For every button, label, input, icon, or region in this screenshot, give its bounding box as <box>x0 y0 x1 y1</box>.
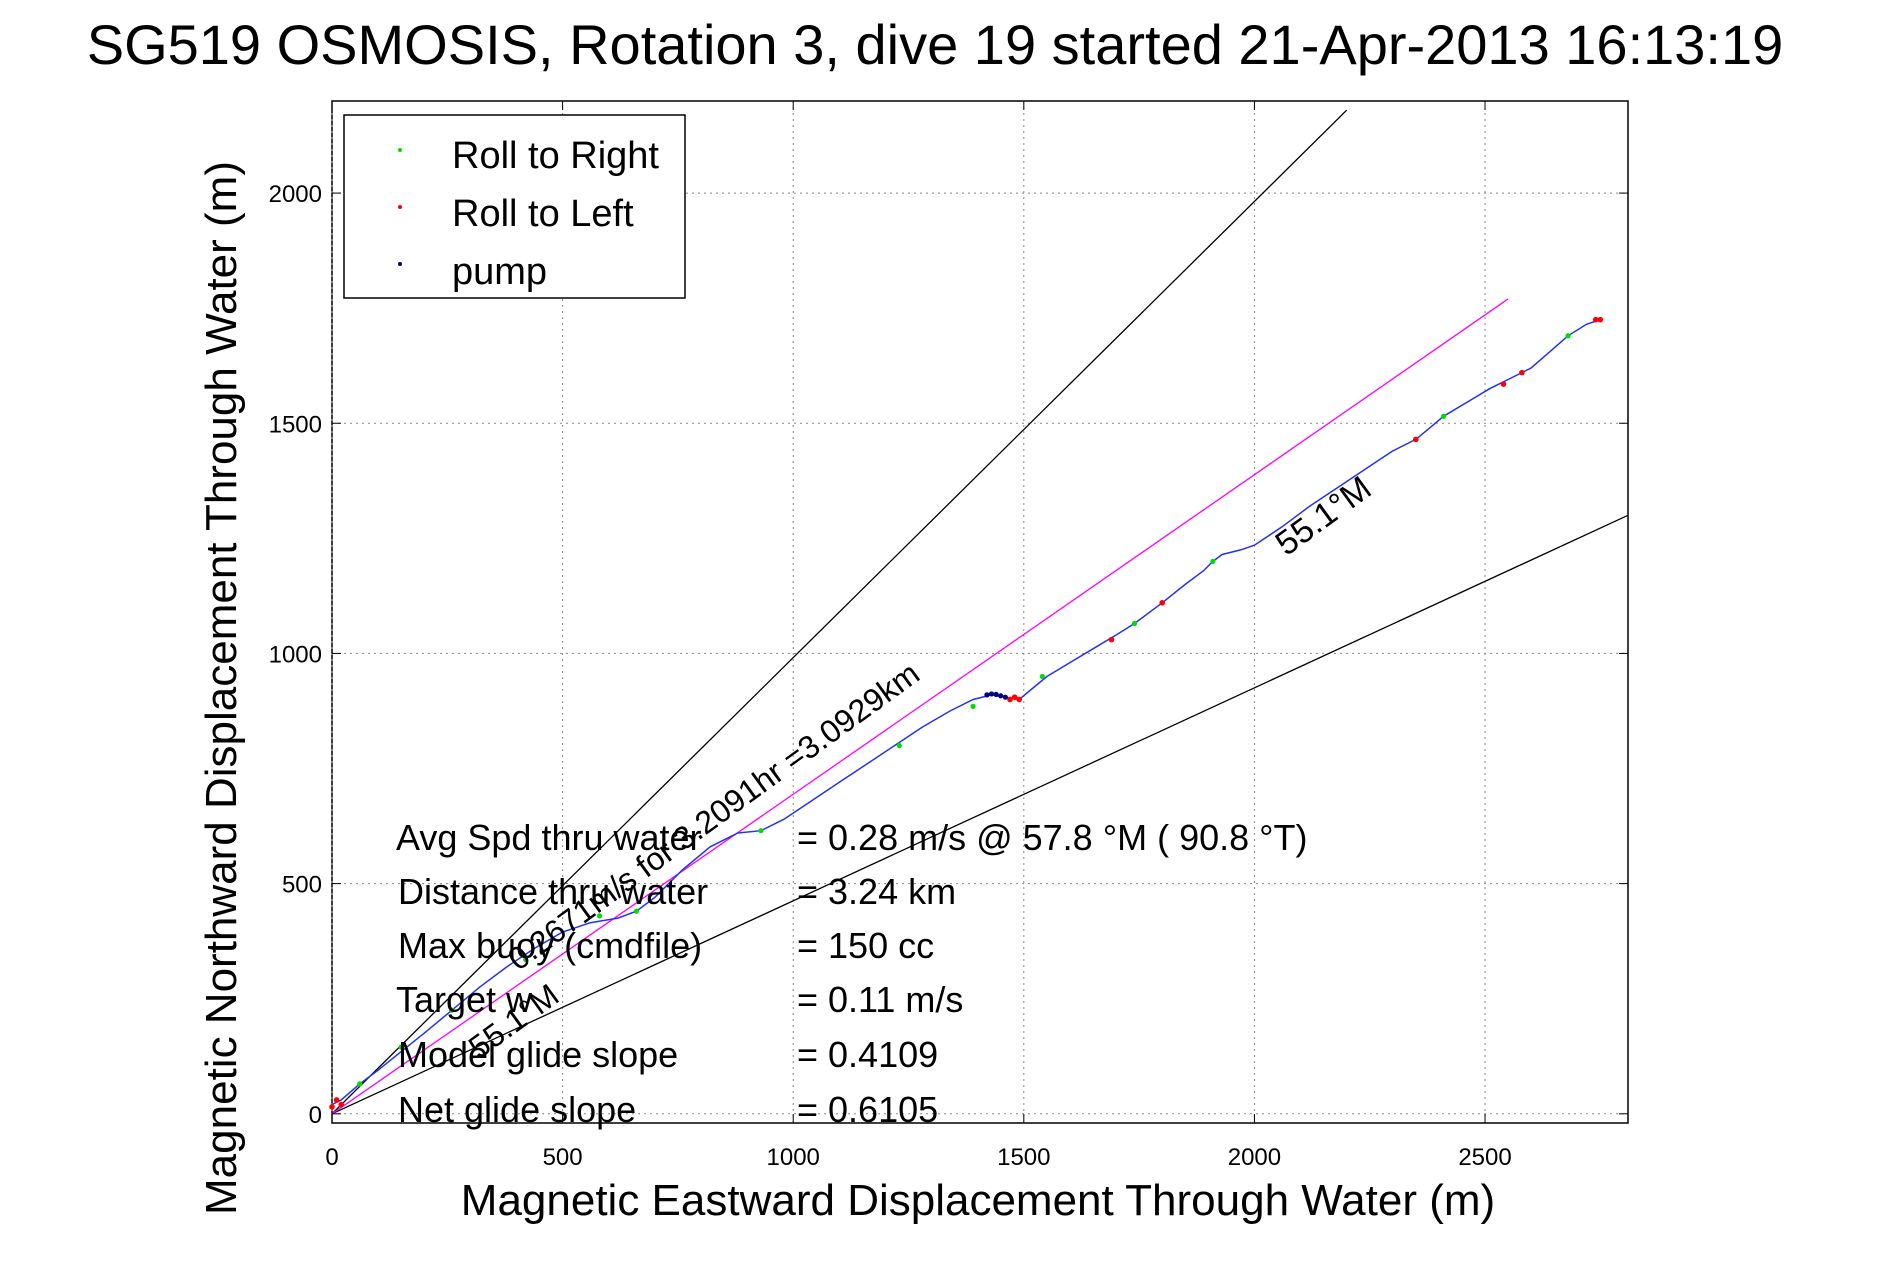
x-tick-label: 500 <box>543 1144 583 1171</box>
markers-group <box>329 316 1604 1110</box>
stat-label: Target w <box>396 979 533 1020</box>
y-axis-label: Magnetic Northward Displacement Through … <box>197 161 246 1215</box>
roll-right-point <box>398 1044 404 1050</box>
legend-marker-pump <box>398 262 402 266</box>
roll-left-point <box>1016 696 1023 703</box>
legend: Roll to Right Roll to Left pump <box>343 114 686 299</box>
stat-label: Distance thru water <box>398 871 708 912</box>
heading-line <box>331 298 1509 1115</box>
pump-point <box>984 692 990 698</box>
pump-point <box>998 693 1004 699</box>
roll-left-point <box>1413 436 1419 443</box>
roll-left-point <box>338 1101 345 1108</box>
stat-label: Avg Spd thru water <box>396 817 702 858</box>
stat-value: = 150 cc <box>797 925 934 966</box>
roll-right-point <box>523 956 529 963</box>
chart-title: SG519 OSMOSIS, Rotation 3, dive 19 start… <box>87 13 1784 76</box>
legend-marker-roll-left <box>398 205 402 209</box>
roll-left-point <box>1592 316 1599 323</box>
roll-left-point <box>1007 696 1013 703</box>
roll-right-point <box>1210 558 1216 564</box>
roll-right-point <box>633 908 639 914</box>
roll-left-point <box>1108 636 1115 643</box>
stat-value: = 0.6105 <box>797 1089 938 1130</box>
y-tick-label: 2000 <box>269 181 322 208</box>
roll-left-point <box>333 1097 340 1103</box>
legend-marker-roll-right <box>398 148 402 152</box>
roll-right-point <box>449 1007 455 1013</box>
stats-block: Avg Spd thru water = 0.28 m/s @ 57.8 °M … <box>396 817 1308 1130</box>
x-tick-label: 0 <box>325 1144 338 1171</box>
roll-left-point <box>329 1104 335 1110</box>
roll-left-point <box>1011 694 1018 700</box>
stat-label: Max buoy (cmdfile) <box>398 925 702 966</box>
stat-value: = 0.28 m/s @ 57.8 °M ( 90.8 °T) <box>797 817 1308 858</box>
pump-point <box>1002 694 1008 700</box>
roll-right-point <box>357 1081 363 1087</box>
legend-label-pump: pump <box>452 251 547 293</box>
roll-left-point <box>1159 599 1165 606</box>
roll-right-point <box>896 742 902 749</box>
roll-left-point <box>1597 316 1604 323</box>
stat-label: Model glide slope <box>398 1034 678 1075</box>
x-tick-label: 2000 <box>1228 1144 1281 1171</box>
roll-right-point <box>1565 333 1571 339</box>
legend-label-roll-left: Roll to Left <box>452 193 634 235</box>
bound-lines <box>331 109 1629 1115</box>
stat-value: = 0.4109 <box>797 1034 938 1075</box>
roll-right-point <box>596 913 603 919</box>
y-tick-label: 1500 <box>269 411 322 438</box>
stat-value: = 3.24 km <box>797 871 956 912</box>
y-tick-label: 500 <box>282 872 322 899</box>
grid <box>331 101 1628 1123</box>
x-axis-label: Magnetic Eastward Displacement Through W… <box>461 1176 1495 1225</box>
bound-line <box>331 109 1348 1115</box>
roll-right-point <box>1131 620 1138 627</box>
bound-line <box>331 514 1629 1115</box>
pump-point <box>993 691 999 698</box>
y-ticks: 0 500 1000 1500 2000 <box>269 181 1628 1129</box>
y-tick-label: 0 <box>309 1102 322 1129</box>
y-tick-label: 1000 <box>269 641 322 668</box>
x-tick-label: 1000 <box>767 1144 820 1171</box>
roll-right-point <box>970 703 976 709</box>
roll-right-point <box>1440 413 1447 419</box>
stat-label: Net glide slope <box>398 1089 636 1130</box>
heading-line-group <box>331 298 1509 1115</box>
x-tick-label: 2500 <box>1458 1144 1511 1171</box>
stat-value: = 0.11 m/s <box>797 979 963 1020</box>
roll-right-point <box>1039 673 1045 680</box>
x-tick-label: 1500 <box>997 1144 1050 1171</box>
pump-point <box>988 691 995 697</box>
x-ticks: 0 500 1000 1500 2000 2500 <box>325 101 1512 1171</box>
roll-right-point <box>758 828 764 834</box>
roll-left-point <box>1500 381 1507 387</box>
roll-left-point <box>1519 369 1525 376</box>
legend-label-roll-right: Roll to Right <box>452 135 659 177</box>
